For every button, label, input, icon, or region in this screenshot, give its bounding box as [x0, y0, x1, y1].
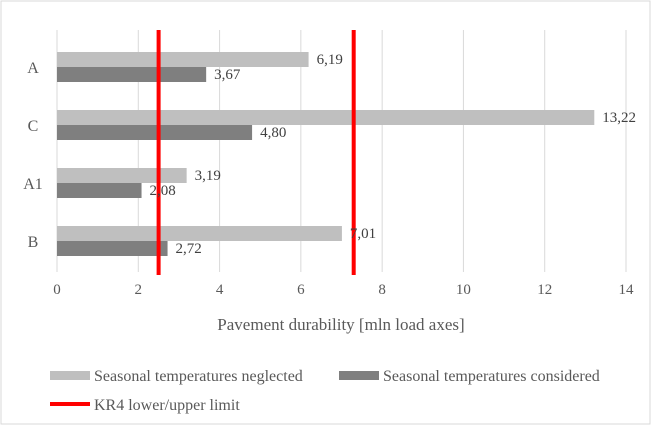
x-tick-label: 12: [537, 282, 552, 298]
legend-swatch: [50, 371, 90, 380]
data-label: 3,67: [214, 67, 241, 83]
bar: [57, 168, 187, 183]
bar: [57, 125, 253, 140]
data-labels: 6,19 3,67 13,22 4,80 3,19 2,08 7,01 2,72: [150, 52, 637, 257]
legend-label: Seasonal temperatures considered: [383, 368, 600, 385]
data-label: 2,72: [176, 241, 202, 257]
x-tick-label: 14: [619, 282, 635, 298]
category-label: A: [27, 60, 39, 77]
bar: [57, 183, 142, 198]
data-label: 13,22: [602, 110, 636, 126]
legend-label: KR4 lower/upper limit: [94, 397, 240, 414]
data-label: 2,08: [150, 183, 176, 199]
legend-label: Seasonal temperatures neglected: [94, 368, 303, 385]
bar: [57, 241, 168, 256]
data-label: 3,19: [195, 168, 221, 184]
x-tick-label: 4: [216, 282, 224, 298]
bar: [57, 226, 342, 241]
category-label: C: [28, 118, 39, 135]
x-tick-label: 0: [53, 282, 61, 298]
bar: [57, 67, 207, 82]
data-label: 4,80: [260, 125, 286, 141]
x-tick-label: 6: [297, 282, 305, 298]
x-tick-label: 10: [456, 282, 471, 298]
x-axis-title: Pavement durability [mln load axes]: [217, 315, 464, 334]
bar: [57, 110, 595, 125]
bar: [57, 52, 309, 67]
bars: [57, 52, 595, 256]
data-label: 7,01: [350, 226, 376, 242]
category-label: B: [28, 234, 39, 251]
data-label: 6,19: [317, 52, 343, 68]
y-axis-categories: A C A1 B: [23, 60, 43, 251]
x-axis-ticks: 0 2 4 6 8 10 12 14: [53, 282, 634, 298]
legend: Seasonal temperatures neglected Seasonal …: [50, 368, 600, 414]
x-tick-label: 8: [378, 282, 386, 298]
reference-lines: [156, 30, 356, 275]
legend-swatch: [339, 371, 379, 380]
x-tick-label: 2: [135, 282, 143, 298]
category-label: A1: [23, 176, 43, 193]
